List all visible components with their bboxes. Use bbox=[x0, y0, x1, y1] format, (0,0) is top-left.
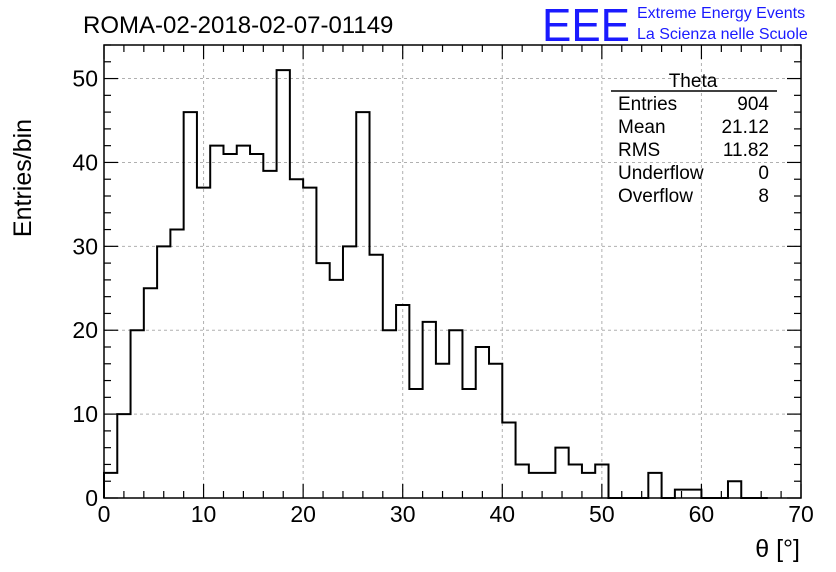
stats-value: 904 bbox=[737, 94, 769, 115]
histogram-bin bbox=[104, 473, 117, 498]
histogram-bin bbox=[569, 464, 582, 498]
histogram-bin bbox=[237, 146, 250, 498]
histogram-bin bbox=[263, 171, 276, 498]
eee-logo: EEE Extreme Energy Events La Scienza nel… bbox=[542, 0, 808, 51]
histogram-bin bbox=[502, 423, 515, 499]
stats-value: 21.12 bbox=[721, 117, 769, 138]
y-tick-label: 50 bbox=[72, 66, 98, 92]
y-axis-label: Entries/bin bbox=[9, 119, 37, 237]
histogram-bin bbox=[170, 230, 183, 498]
histogram-bin bbox=[529, 473, 542, 498]
histogram-bin bbox=[290, 179, 303, 498]
x-tick-labels: 0 10 20 30 40 50 60 70 bbox=[98, 501, 814, 527]
histogram-bin bbox=[462, 389, 475, 498]
stats-title: Theta bbox=[669, 71, 718, 92]
histogram-bin bbox=[542, 473, 555, 498]
chart-title: ROMA-02-2018-02-07-01149 bbox=[83, 12, 393, 39]
stats-label: Mean bbox=[618, 117, 666, 138]
y-tick-label: 40 bbox=[72, 149, 98, 175]
y-tick-labels: 0 10 20 30 40 50 bbox=[72, 66, 98, 511]
stats-rows: Entries 904 Mean 21.12 RMS 11.82 Underflow 0 Ove… bbox=[618, 94, 769, 207]
histogram-bin bbox=[131, 330, 144, 498]
histogram-bin bbox=[648, 473, 661, 498]
x-tick-label: 70 bbox=[788, 501, 814, 527]
x-tick-label: 50 bbox=[589, 501, 615, 527]
logo-line-1: Extreme Energy Events bbox=[637, 5, 805, 22]
histogram-bin bbox=[436, 364, 449, 498]
histogram-bin bbox=[449, 330, 462, 498]
stats-value: 8 bbox=[758, 186, 769, 207]
histogram-bin bbox=[489, 364, 502, 498]
plot-frame bbox=[103, 44, 802, 499]
stats-value: 11.82 bbox=[723, 140, 769, 161]
histogram-bin bbox=[277, 70, 290, 498]
y-tick-label: 20 bbox=[72, 317, 98, 343]
x-axis-label: θ [°] bbox=[755, 535, 800, 563]
x-tick-label: 10 bbox=[191, 501, 217, 527]
x-tick-label: 20 bbox=[290, 501, 316, 527]
histogram-bin bbox=[303, 188, 316, 498]
histogram-bin bbox=[184, 112, 197, 498]
histogram-bin bbox=[476, 347, 489, 498]
histogram-bin bbox=[197, 188, 210, 498]
histogram-bin bbox=[396, 305, 409, 498]
y-tick-label: 0 bbox=[85, 485, 98, 511]
histogram-bin bbox=[582, 473, 595, 498]
x-tick-label: 0 bbox=[98, 501, 111, 527]
histogram-bin bbox=[356, 112, 369, 498]
histogram-bin bbox=[409, 389, 422, 498]
y-tick-label: 10 bbox=[72, 401, 98, 427]
histogram-bin bbox=[370, 255, 383, 498]
stats-label: RMS bbox=[618, 140, 660, 161]
logo-mark: EEE bbox=[542, 0, 630, 51]
y-tick-label: 30 bbox=[72, 233, 98, 259]
stats-box: Theta Entries 904 Mean 21.12 RMS 11.82 Underfl… bbox=[611, 71, 777, 207]
stats-label: Overflow bbox=[618, 186, 693, 207]
histogram-bin bbox=[688, 490, 701, 498]
stats-label: Entries bbox=[618, 94, 677, 115]
histogram-bin bbox=[423, 322, 436, 498]
axis-ticks bbox=[103, 44, 802, 499]
histogram-bin bbox=[210, 146, 223, 498]
stats-value: 0 bbox=[758, 163, 769, 184]
x-tick-label: 30 bbox=[390, 501, 416, 527]
histogram-bin bbox=[144, 288, 157, 498]
logo-line-2: La Scienza nelle Scuole bbox=[637, 26, 808, 43]
x-tick-label: 40 bbox=[489, 501, 515, 527]
histogram-series bbox=[103, 69, 768, 499]
histogram-bin bbox=[250, 154, 263, 498]
stats-label: Underflow bbox=[618, 163, 704, 184]
histogram-bin bbox=[555, 448, 568, 498]
histogram-bin bbox=[330, 280, 343, 498]
histogram-bin bbox=[343, 246, 356, 498]
histogram-bin bbox=[157, 246, 170, 498]
histogram-bin bbox=[383, 330, 396, 498]
histogram-bin bbox=[728, 481, 741, 498]
histogram-bin bbox=[316, 263, 329, 498]
histogram-bin bbox=[223, 154, 236, 498]
x-tick-label: 60 bbox=[689, 501, 715, 527]
histogram-bin bbox=[117, 414, 130, 498]
